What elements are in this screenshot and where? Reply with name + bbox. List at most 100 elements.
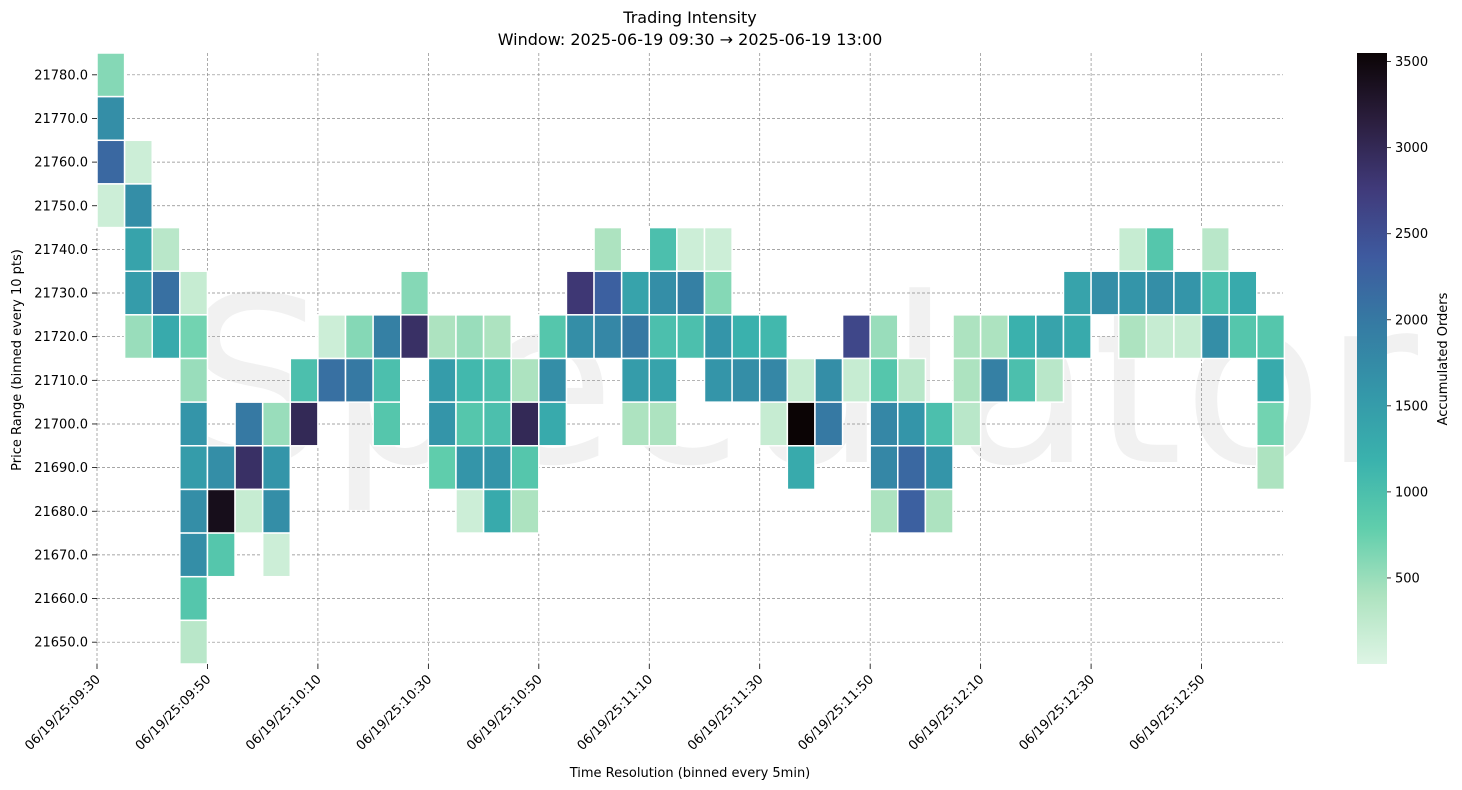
- heatmap-cell: [1200, 270, 1230, 316]
- y-tick-label: 21770.0: [34, 112, 88, 127]
- heatmap-cell: [1035, 314, 1065, 360]
- heatmap-cell: [1256, 357, 1286, 403]
- heatmap-cell: [123, 139, 153, 185]
- heatmap-cell: [731, 314, 761, 360]
- heatmap-cell: [179, 488, 209, 534]
- heatmap-cell: [924, 445, 954, 491]
- heatmap-cell: [786, 445, 816, 491]
- heatmap-cell: [620, 270, 651, 316]
- heatmap-cell: [703, 314, 733, 360]
- y-tick-label: 21700.0: [34, 417, 88, 432]
- heatmap-cell: [1173, 270, 1203, 316]
- heatmap-cell: [924, 401, 954, 447]
- heatmap-cell: [648, 270, 678, 316]
- heatmap-cell: [179, 314, 209, 360]
- heatmap-cell: [1145, 314, 1175, 360]
- heatmap-cell: [179, 445, 209, 491]
- heatmap-cell: [538, 314, 568, 360]
- heatmap-cell: [482, 314, 512, 360]
- heatmap-cell: [123, 226, 153, 272]
- heatmap-cell: [703, 226, 733, 272]
- heatmap-cell: [620, 357, 651, 403]
- heatmap-cells: [96, 52, 1286, 665]
- heatmap-cell: [1145, 270, 1175, 316]
- heatmap-cell: [1200, 314, 1230, 360]
- x-axis-label: Time Resolution (binned every 5min): [569, 766, 811, 781]
- heatmap-cell: [96, 183, 126, 229]
- x-tick-label: 06/19/25:11:10: [575, 672, 656, 753]
- y-tick-label: 21740.0: [34, 243, 88, 258]
- heatmap-cell: [482, 401, 512, 447]
- x-tick-label: 06/19/25:10:10: [243, 672, 324, 753]
- y-tick-label: 21670.0: [34, 548, 88, 563]
- heatmap-cell: [538, 401, 568, 447]
- heatmap-cell: [427, 401, 457, 447]
- colorbar-tick-label: 3500: [1395, 55, 1428, 70]
- x-tick-label: 06/19/25:09:50: [133, 672, 214, 753]
- colorbar-tick-label: 2000: [1395, 313, 1428, 328]
- heatmap-cell: [1062, 314, 1092, 360]
- heatmap-cell: [703, 357, 733, 403]
- chart-title: Trading Intensity: [622, 8, 756, 27]
- chart-subtitle: Window: 2025-06-19 09:30 → 2025-06-19 13…: [498, 30, 883, 49]
- x-tick-label: 06/19/25:10:50: [464, 672, 545, 753]
- heatmap-cell: [179, 401, 209, 447]
- heatmap-cell: [510, 401, 540, 447]
- heatmap-cell: [1256, 401, 1286, 447]
- heatmap-cell: [1200, 226, 1230, 272]
- heatmap-cell: [1117, 314, 1148, 360]
- heatmap-cell: [234, 401, 264, 447]
- heatmap-cell: [676, 314, 706, 360]
- heatmap-cell: [565, 314, 595, 360]
- heatmap-cell: [179, 270, 209, 316]
- heatmap-cell: [897, 357, 927, 403]
- heatmap-cell: [96, 95, 126, 142]
- heatmap-cell: [151, 314, 181, 360]
- heatmap-cell: [455, 401, 485, 447]
- heatmap-cell: [261, 532, 292, 578]
- heatmap-cell: [648, 314, 678, 360]
- heatmap-cell: [869, 314, 899, 360]
- y-tick-label: 21780.0: [34, 68, 88, 83]
- heatmap-cell: [814, 357, 844, 403]
- heatmap-cell: [786, 401, 816, 447]
- heatmap-cell: [1228, 314, 1258, 360]
- heatmap-cell: [234, 488, 264, 534]
- heatmap-cell: [897, 488, 927, 534]
- heatmap-cell: [565, 270, 595, 316]
- heatmap-cell: [648, 226, 678, 272]
- heatmap-cell: [924, 488, 954, 534]
- heatmap-cell: [289, 401, 319, 447]
- x-tick-label: 06/19/25:12:50: [1127, 672, 1208, 753]
- x-tick-label: 06/19/25:12:30: [1016, 672, 1097, 753]
- heatmap-cell: [841, 357, 871, 403]
- colorbar-ticks: 500 1000 1500 2000 2500 3000 3500: [1387, 55, 1428, 586]
- y-tick-label: 21650.0: [34, 636, 88, 651]
- heatmap-cell: [593, 270, 623, 316]
- colorbar: [1357, 53, 1387, 664]
- heatmap-cell: [869, 401, 899, 447]
- heatmap-cell: [179, 532, 209, 578]
- heatmap-cell: [482, 445, 512, 491]
- heatmap-cell: [510, 488, 540, 534]
- heatmap-cell: [952, 357, 982, 403]
- heatmap-cell: [261, 401, 292, 447]
- colorbar-label: Accumulated Orders: [1436, 292, 1451, 425]
- heatmap-cell: [703, 270, 733, 316]
- heatmap-cell: [372, 401, 402, 447]
- heatmap-cell: [952, 401, 982, 447]
- heatmap-cell: [427, 314, 457, 360]
- heatmap-cell: [1062, 270, 1092, 316]
- y-tick-label: 21690.0: [34, 461, 88, 476]
- heatmap-cell: [1256, 445, 1286, 491]
- heatmap-cell: [206, 488, 236, 534]
- heatmap-cell: [676, 270, 706, 316]
- y-tick-label: 21660.0: [34, 592, 88, 607]
- heatmap-cell: [593, 314, 623, 360]
- x-axis: 06/19/25:09:30 06/19/25:09:50 06/19/25:10:…: [22, 664, 1208, 754]
- heatmap-cell: [648, 357, 678, 403]
- heatmap-cell: [96, 52, 126, 98]
- heatmap-cell: [344, 357, 374, 403]
- heatmap-cell: [1007, 314, 1037, 360]
